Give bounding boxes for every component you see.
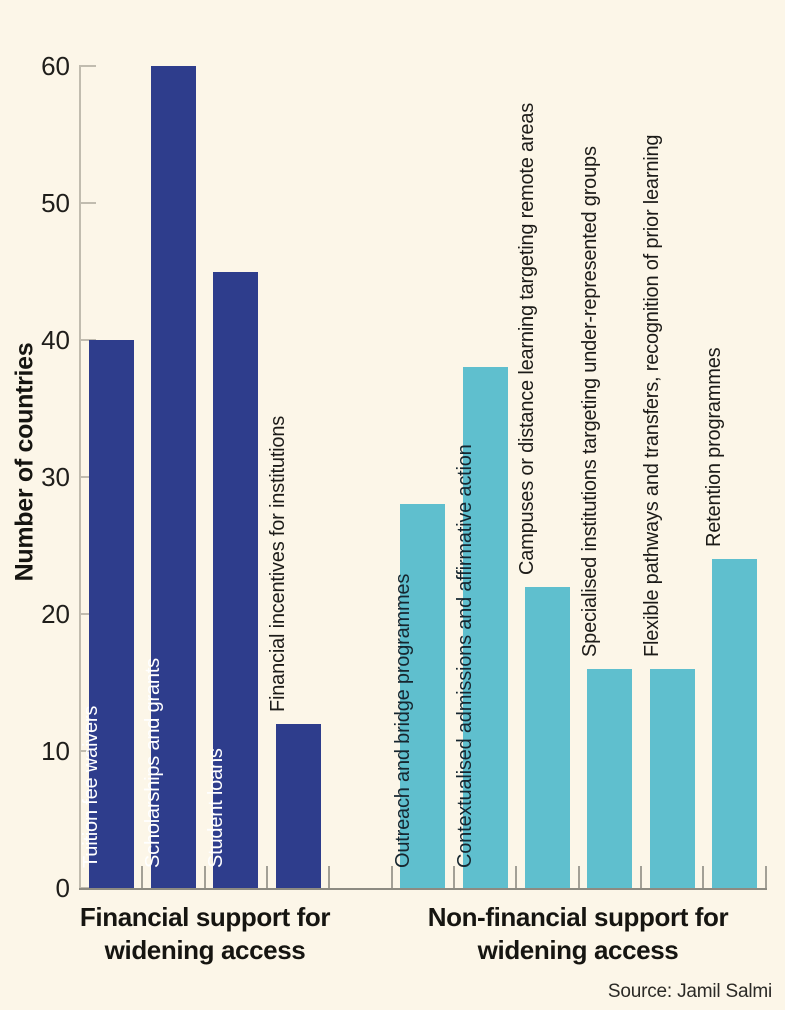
y-tick-label-10: 10: [41, 736, 70, 766]
bar-label-tuition-fee-waivers: Tuition fee waivers: [80, 705, 103, 868]
y-tick-label-30: 30: [41, 462, 70, 492]
y-tick-label-60: 60: [41, 51, 70, 81]
x-axis-tick: [702, 866, 705, 888]
x-axis-tick: [390, 866, 393, 888]
x-axis-tick: [141, 866, 144, 888]
group-label-non-financial-line1: Non-financial support for: [427, 902, 729, 932]
y-tick-label-40: 40: [41, 325, 70, 355]
bar-retention-programmes: [711, 559, 757, 888]
y-axis-tick-20: [80, 613, 96, 615]
y-axis-tick-50: [80, 202, 96, 204]
x-axis-tick: [515, 866, 518, 888]
group-label-financial: Financial support for widening access: [45, 901, 365, 967]
x-axis-tick: [265, 866, 268, 888]
bar-outreach-and-bridge-programmes: [400, 504, 446, 888]
bar-label-outreach-and-bridge-programmes: Outreach and bridge programmes: [391, 573, 414, 868]
bar-contextualised-admissions-and-affirmative-action: [462, 367, 508, 888]
source-credit: Source: Jamil Salmi: [607, 981, 772, 1002]
bar-tuition-fee-waivers: [88, 340, 134, 888]
x-axis-tick: [764, 866, 767, 888]
x-axis-tick: [452, 866, 455, 888]
bar-financial-incentives-for-institutions: [275, 723, 321, 888]
group-label-non-financial: Non-financial support for widening acces…: [418, 901, 738, 967]
x-axis-tick: [203, 866, 206, 888]
bar-label-student-loans: Student loans: [204, 748, 227, 868]
x-axis: [79, 888, 767, 890]
y-tick-label-20: 20: [41, 599, 70, 629]
y-axis-tick-30: [80, 476, 96, 478]
bar-label-retention-programmes: Retention programmes: [703, 347, 726, 548]
bar-label-scholarships-and-grants: Scholarships and grants: [142, 658, 165, 868]
group-label-non-financial-line2: widening access: [477, 935, 679, 965]
y-tick-label-50: 50: [41, 188, 70, 218]
y-axis-tick-40: [80, 339, 96, 341]
bar-specialised-institutions-targeting-under-represented-groups: [587, 668, 633, 888]
bar-label-contextualised-admissions-and-affirmative-action: Contextualised admissions and affirmativ…: [454, 444, 477, 868]
group-label-financial-line2: widening access: [104, 935, 306, 965]
group-label-financial-line1: Financial support for: [79, 902, 331, 932]
bar-flexible-pathways-and-transfers-recognition-of-prior-learning: [649, 668, 695, 888]
x-axis-tick: [577, 866, 580, 888]
bar-student-loans: [213, 271, 259, 888]
x-axis-tick: [328, 866, 331, 888]
x-axis-tick: [639, 866, 642, 888]
y-axis-tick-60: [80, 65, 96, 67]
bar-label-flexible-pathways-and-transfers-recognition-of-prior-learning: Flexible pathways and transfers, recogni…: [641, 134, 664, 657]
bar-label-specialised-institutions-targeting-under-represented-groups: Specialised institutions targeting under…: [578, 146, 601, 657]
bar-campuses-or-distance-learning-targeting-remote-areas: [524, 586, 570, 888]
bar-label-financial-incentives-for-institutions: Financial incentives for institutions: [267, 415, 290, 712]
bar-scholarships-and-grants: [150, 66, 196, 888]
y-tick-label-0: 0: [55, 873, 70, 903]
y-axis-tick-10: [80, 750, 96, 752]
bar-label-campuses-or-distance-learning-targeting-remote-areas: Campuses or distance learning targeting …: [516, 102, 539, 575]
